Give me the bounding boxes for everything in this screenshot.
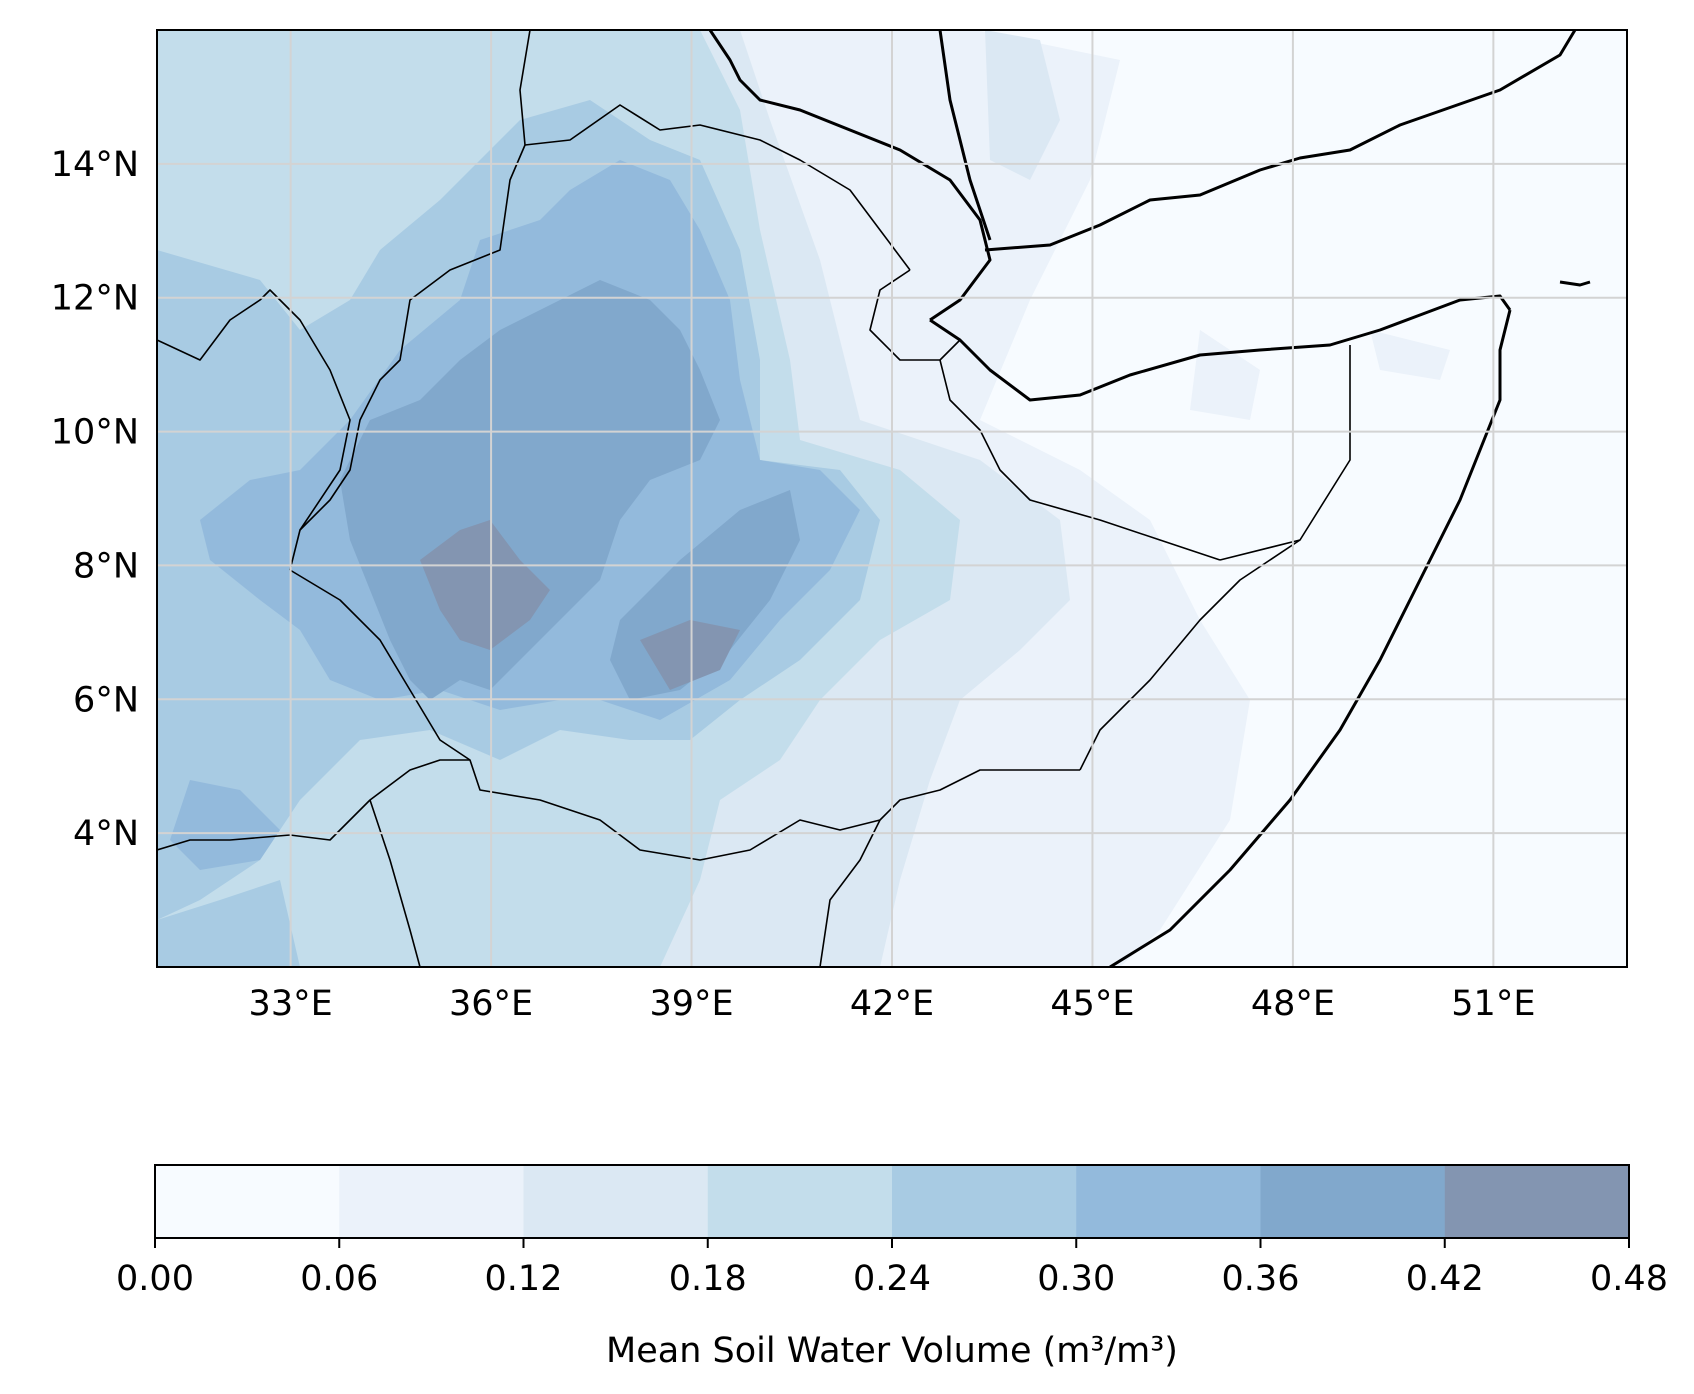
longitude-tick-label: 39°E (649, 984, 733, 1024)
country-border-kenya-west (369, 799, 421, 967)
colorbar-label: Mean Soil Water Volume (m³/m³) (606, 1331, 1178, 1371)
coastline-red-sea-west (708, 30, 992, 322)
colorbar-ticks: 0.00 0.06 0.12 0.18 0.24 0.30 0.36 0.42 0.48 (116, 1238, 1668, 1299)
map-panel: 33°E 36°E 39°E 42°E 45°E 48°E 51°E 4°N 6°N 8°N 10… (51, 29, 1628, 1024)
contour-fill-0.42 (640, 620, 740, 690)
coastline-red-sea-east (938, 30, 992, 241)
map-frame (156, 29, 1628, 968)
longitude-tick-label: 42°E (850, 984, 934, 1024)
latitude-tick-label: 6°N (73, 680, 139, 720)
country-border-kenya-somalia (1079, 539, 1301, 771)
longitude-tick-label: 33°E (249, 984, 333, 1024)
country-border-ethiopia-somalia (939, 359, 1221, 561)
colorbar-tick-label: 0.24 (853, 1259, 931, 1299)
longitude-tick-label: 51°E (1451, 984, 1535, 1024)
latitude-tick-label: 14°N (51, 145, 139, 185)
contour-fill-0.24 (157, 880, 300, 967)
coastline-socotra (1559, 280, 1591, 287)
colorbar-cell (892, 1165, 1077, 1238)
colorbar-cell (1076, 1165, 1261, 1238)
contour-fill-0.06 (1370, 330, 1450, 380)
latitude-tick-label: 4°N (73, 814, 139, 854)
latitude-tick-label: 8°N (73, 546, 139, 586)
colorbar-tick-label: 0.48 (1590, 1259, 1668, 1299)
gridlines (157, 30, 1627, 967)
country-border-somalia-somaliland (1219, 345, 1351, 561)
country-border-ethiopia-djibouti (869, 269, 961, 361)
colorbar-cell (1444, 1165, 1630, 1238)
longitude-tick-label: 48°E (1251, 984, 1335, 1024)
contour-fill-0.06 (1190, 330, 1260, 420)
contour-fill-0.42 (420, 520, 550, 650)
country-border-uganda (157, 759, 470, 851)
longitude-tick-labels: 33°E 36°E 39°E 42°E 45°E 48°E 51°E (249, 984, 1536, 1024)
latitude-tick-labels: 4°N 6°N 8°N 10°N 12°N 14°N (51, 145, 139, 854)
coastline-somalia-east (1109, 309, 1512, 967)
colorbar-cells (155, 1165, 1630, 1238)
contour-fill-0.12 (985, 30, 1060, 180)
colorbar: 0.00 0.06 0.12 0.18 0.24 0.30 0.36 0.42 0.48 Mea… (116, 1164, 1668, 1371)
colorbar-cell (707, 1165, 893, 1238)
colorbar-tick-label: 0.00 (116, 1259, 194, 1299)
colorbar-cell (155, 1165, 340, 1238)
colorbar-tick-label: 0.06 (300, 1259, 378, 1299)
country-border-south-sudan (157, 289, 351, 531)
colorbar-tick-label: 0.36 (1222, 1259, 1300, 1299)
country-border-ethiopia-eritrea (524, 104, 911, 271)
soil-water-contours (157, 30, 1591, 967)
colorbar-cell (523, 1165, 709, 1238)
colorbar-tick-label: 0.30 (1037, 1259, 1115, 1299)
colorbar-tick-label: 0.42 (1406, 1259, 1484, 1299)
longitude-tick-label: 36°E (449, 984, 533, 1024)
latitude-tick-label: 10°N (51, 413, 139, 453)
contour-fill-0.30 (170, 780, 280, 870)
colorbar-tick-label: 0.12 (485, 1259, 563, 1299)
colorbar-tick-label: 0.18 (669, 1259, 747, 1299)
longitude-tick-label: 45°E (1050, 984, 1134, 1024)
country-border-kenya-somalia-south (819, 819, 881, 967)
country-border-sudan-ethiopia (289, 30, 531, 571)
colorbar-cell (339, 1165, 524, 1238)
latitude-tick-label: 12°N (51, 279, 139, 319)
colorbar-cell (1260, 1165, 1446, 1238)
coastline-gulf-of-aden-south (929, 294, 1512, 402)
